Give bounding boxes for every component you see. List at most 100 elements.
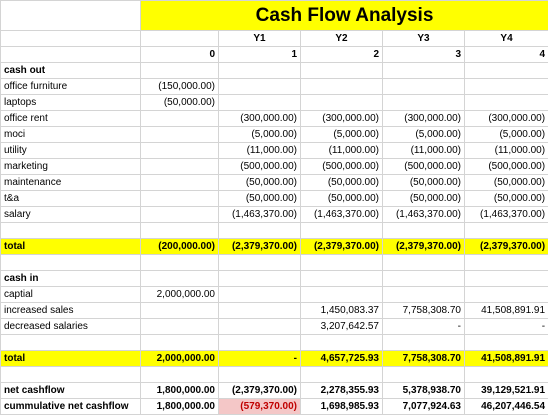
- year-label[interactable]: [141, 31, 219, 47]
- section-cash-in[interactable]: cash in: [1, 271, 141, 287]
- value-cell[interactable]: (11,000.00): [383, 143, 465, 159]
- cell-blank[interactable]: [383, 63, 465, 79]
- value-cell[interactable]: [301, 95, 383, 111]
- year-label-y1[interactable]: Y1: [219, 31, 301, 47]
- value-cell[interactable]: [141, 175, 219, 191]
- cell-blank[interactable]: [141, 63, 219, 79]
- cell-blank[interactable]: [465, 255, 548, 271]
- value-cell[interactable]: (500,000.00): [219, 159, 301, 175]
- value-cell[interactable]: (50,000.00): [383, 175, 465, 191]
- cell-blank[interactable]: [219, 367, 301, 383]
- cell-blank[interactable]: [141, 223, 219, 239]
- cell-blank[interactable]: [141, 367, 219, 383]
- value-cell[interactable]: (300,000.00): [383, 111, 465, 127]
- value-cell[interactable]: 39,129,521.91: [465, 383, 548, 399]
- value-cell[interactable]: 1,800,000.00: [141, 383, 219, 399]
- value-cell[interactable]: [383, 287, 465, 303]
- total-cell[interactable]: (200,000.00): [141, 239, 219, 255]
- row-label[interactable]: cummulative net cashflow: [1, 399, 141, 415]
- value-cell[interactable]: [383, 79, 465, 95]
- value-cell[interactable]: [141, 111, 219, 127]
- value-cell[interactable]: (50,000.00): [219, 175, 301, 191]
- row-label[interactable]: captial: [1, 287, 141, 303]
- value-cell[interactable]: 7,758,308.70: [383, 303, 465, 319]
- cell-blank[interactable]: [301, 255, 383, 271]
- total-cell[interactable]: (2,379,370.00): [465, 239, 548, 255]
- row-label[interactable]: net cashflow: [1, 383, 141, 399]
- value-cell[interactable]: (1,463,370.00): [465, 207, 548, 223]
- total-label[interactable]: total: [1, 239, 141, 255]
- value-cell[interactable]: [141, 303, 219, 319]
- value-cell[interactable]: [219, 95, 301, 111]
- cell-blank[interactable]: [1, 255, 141, 271]
- value-cell[interactable]: 2,278,355.93: [301, 383, 383, 399]
- value-cell[interactable]: (50,000.00): [383, 191, 465, 207]
- total-cell[interactable]: 2,000,000.00: [141, 351, 219, 367]
- row-label[interactable]: laptops: [1, 95, 141, 111]
- value-cell[interactable]: (300,000.00): [219, 111, 301, 127]
- value-cell[interactable]: (11,000.00): [465, 143, 548, 159]
- value-cell[interactable]: (500,000.00): [465, 159, 548, 175]
- value-cell[interactable]: [141, 143, 219, 159]
- value-cell[interactable]: -: [465, 319, 548, 335]
- value-cell[interactable]: [301, 79, 383, 95]
- cell-blank[interactable]: [465, 63, 548, 79]
- value-cell[interactable]: (50,000.00): [301, 191, 383, 207]
- value-cell[interactable]: (50,000.00): [141, 95, 219, 111]
- row-label[interactable]: moci: [1, 127, 141, 143]
- value-cell[interactable]: 46,207,446.54: [465, 399, 548, 415]
- value-cell[interactable]: [141, 159, 219, 175]
- cell-blank[interactable]: [219, 335, 301, 351]
- cell-blank[interactable]: [219, 255, 301, 271]
- cell-blank[interactable]: [301, 271, 383, 287]
- cell-blank[interactable]: [219, 223, 301, 239]
- value-cell[interactable]: (11,000.00): [301, 143, 383, 159]
- value-cell[interactable]: (500,000.00): [383, 159, 465, 175]
- value-cell[interactable]: [219, 303, 301, 319]
- total-label[interactable]: total: [1, 351, 141, 367]
- value-cell[interactable]: (50,000.00): [465, 191, 548, 207]
- row-label[interactable]: utility: [1, 143, 141, 159]
- value-cell[interactable]: (5,000.00): [465, 127, 548, 143]
- value-cell[interactable]: [219, 319, 301, 335]
- cell-blank[interactable]: [383, 223, 465, 239]
- value-cell[interactable]: [141, 319, 219, 335]
- cell-blank[interactable]: [301, 63, 383, 79]
- cell-blank[interactable]: [383, 255, 465, 271]
- row-label[interactable]: marketing: [1, 159, 141, 175]
- row-label[interactable]: t&a: [1, 191, 141, 207]
- total-cell[interactable]: (2,379,370.00): [383, 239, 465, 255]
- value-cell[interactable]: [219, 79, 301, 95]
- cell-blank[interactable]: [219, 271, 301, 287]
- value-cell[interactable]: [141, 207, 219, 223]
- period-2[interactable]: 2: [301, 47, 383, 63]
- row-label[interactable]: office furniture: [1, 79, 141, 95]
- cell-blank[interactable]: [141, 335, 219, 351]
- row-label[interactable]: salary: [1, 207, 141, 223]
- year-label-y2[interactable]: Y2: [301, 31, 383, 47]
- value-cell[interactable]: [141, 191, 219, 207]
- total-cell[interactable]: 7,758,308.70: [383, 351, 465, 367]
- value-cell[interactable]: (11,000.00): [219, 143, 301, 159]
- value-cell[interactable]: 41,508,891.91: [465, 303, 548, 319]
- sheet-title[interactable]: Cash Flow Analysis: [141, 1, 548, 31]
- value-cell[interactable]: (300,000.00): [465, 111, 548, 127]
- period-1[interactable]: 1: [219, 47, 301, 63]
- period-4[interactable]: 4: [465, 47, 548, 63]
- cell-blank[interactable]: [383, 335, 465, 351]
- period-0[interactable]: 0: [141, 47, 219, 63]
- year-label-y4[interactable]: Y4: [465, 31, 548, 47]
- cell-blank[interactable]: [1, 335, 141, 351]
- value-cell[interactable]: (150,000.00): [141, 79, 219, 95]
- value-cell[interactable]: (5,000.00): [301, 127, 383, 143]
- period-3[interactable]: 3: [383, 47, 465, 63]
- total-cell[interactable]: (2,379,370.00): [301, 239, 383, 255]
- value-cell[interactable]: 3,207,642.57: [301, 319, 383, 335]
- value-cell[interactable]: [465, 79, 548, 95]
- row-label[interactable]: increased sales: [1, 303, 141, 319]
- total-cell[interactable]: 41,508,891.91: [465, 351, 548, 367]
- total-cell[interactable]: -: [219, 351, 301, 367]
- value-cell[interactable]: [383, 95, 465, 111]
- value-cell[interactable]: (1,463,370.00): [301, 207, 383, 223]
- value-cell[interactable]: 1,450,083.37: [301, 303, 383, 319]
